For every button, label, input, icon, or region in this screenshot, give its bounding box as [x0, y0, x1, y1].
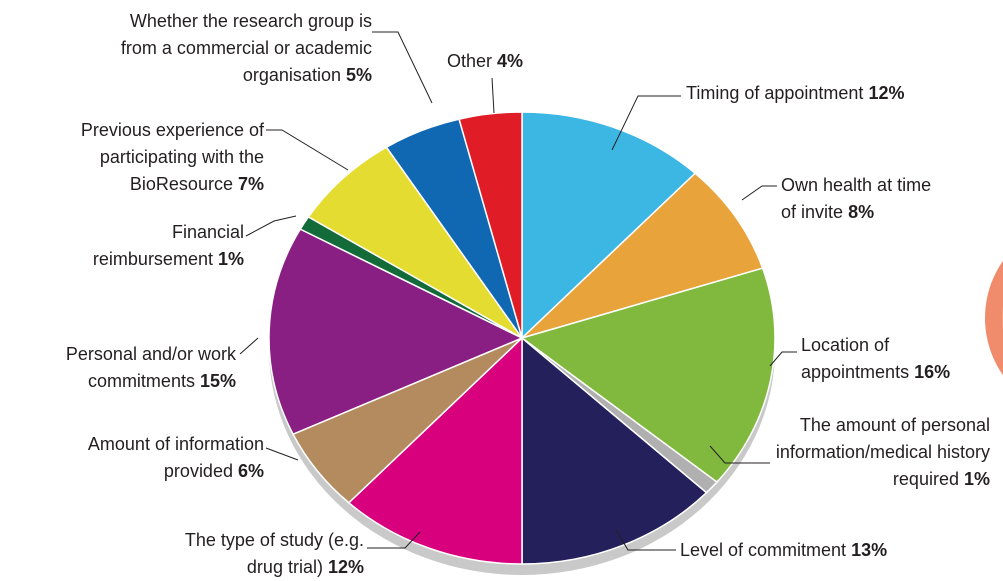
- slice-label: Amount of information provided 6%: [52, 431, 264, 485]
- label-text: Amount of information provided: [87, 434, 264, 481]
- pie-slice: [520, 267, 776, 484]
- slice-label: Location of appointments 16%: [801, 332, 973, 386]
- leader-line: [266, 129, 349, 171]
- label-percent: 1%: [963, 469, 990, 489]
- pie-slice: [268, 228, 524, 436]
- pie-slice: [458, 111, 523, 339]
- label-text: Own health at time of invite: [781, 175, 932, 222]
- slice-label: Timing of appointment 12%: [686, 80, 904, 107]
- label-text: The amount of personal information/medic…: [775, 415, 990, 489]
- leader-line: [265, 447, 299, 461]
- label-text: Other: [447, 51, 493, 71]
- label-percent: 7%: [237, 174, 264, 194]
- label-percent: 4%: [497, 51, 524, 71]
- slice-label: Level of commitment 13%: [680, 537, 887, 564]
- slice-label: Other 4%: [447, 48, 523, 75]
- label-percent: 8%: [848, 202, 875, 222]
- label-text: Location of appointments: [801, 335, 910, 382]
- pie-slice: [521, 336, 708, 565]
- slice-label: Personal and/or work commitments 15%: [6, 341, 236, 395]
- leader-line: [245, 215, 297, 237]
- leader-line: [372, 31, 433, 104]
- leader-line: [615, 529, 676, 551]
- leader-lines: [239, 31, 797, 551]
- pie-slice: [307, 146, 523, 339]
- leader-line: [611, 95, 681, 151]
- label-text: Previous experience of participating wit…: [80, 120, 264, 194]
- pie-slice: [347, 336, 523, 565]
- label-percent: 12%: [868, 83, 905, 103]
- label-text: Financial reimbursement: [92, 222, 244, 269]
- leader-line: [741, 185, 777, 201]
- label-text: Timing of appointment: [686, 83, 864, 103]
- label-text: Level of commitment: [680, 540, 847, 560]
- pie-slice: [521, 111, 697, 340]
- slice-label: Financial reimbursement 1%: [84, 219, 244, 273]
- label-percent: 16%: [914, 362, 951, 382]
- slice-label: The amount of personal information/medic…: [772, 412, 990, 493]
- leader-line: [769, 351, 797, 367]
- slice-label: Previous experience of participating wit…: [46, 117, 264, 198]
- label-text: The type of study (e.g. drug trial): [184, 530, 364, 577]
- leader-line: [367, 531, 421, 549]
- leader-line: [709, 445, 770, 464]
- label-percent: 12%: [327, 557, 364, 577]
- slice-label: Whether the research group is from a com…: [120, 8, 372, 89]
- label-percent: 5%: [345, 65, 372, 85]
- pie-slice: [521, 172, 764, 339]
- leader-line: [491, 77, 495, 114]
- leader-line: [239, 337, 259, 355]
- label-percent: 13%: [851, 540, 888, 560]
- label-percent: 15%: [199, 371, 236, 391]
- slice-label: Own health at time of invite 8%: [781, 172, 949, 226]
- label-percent: 6%: [237, 461, 264, 481]
- pie: [268, 111, 776, 565]
- slice-label: The type of study (e.g. drug trial) 12%: [180, 527, 364, 581]
- label-percent: 1%: [217, 249, 244, 269]
- label-text: Whether the research group is from a com…: [120, 11, 372, 85]
- label-text: Personal and/or work commitments: [65, 344, 236, 391]
- decor-circle: [985, 260, 1003, 376]
